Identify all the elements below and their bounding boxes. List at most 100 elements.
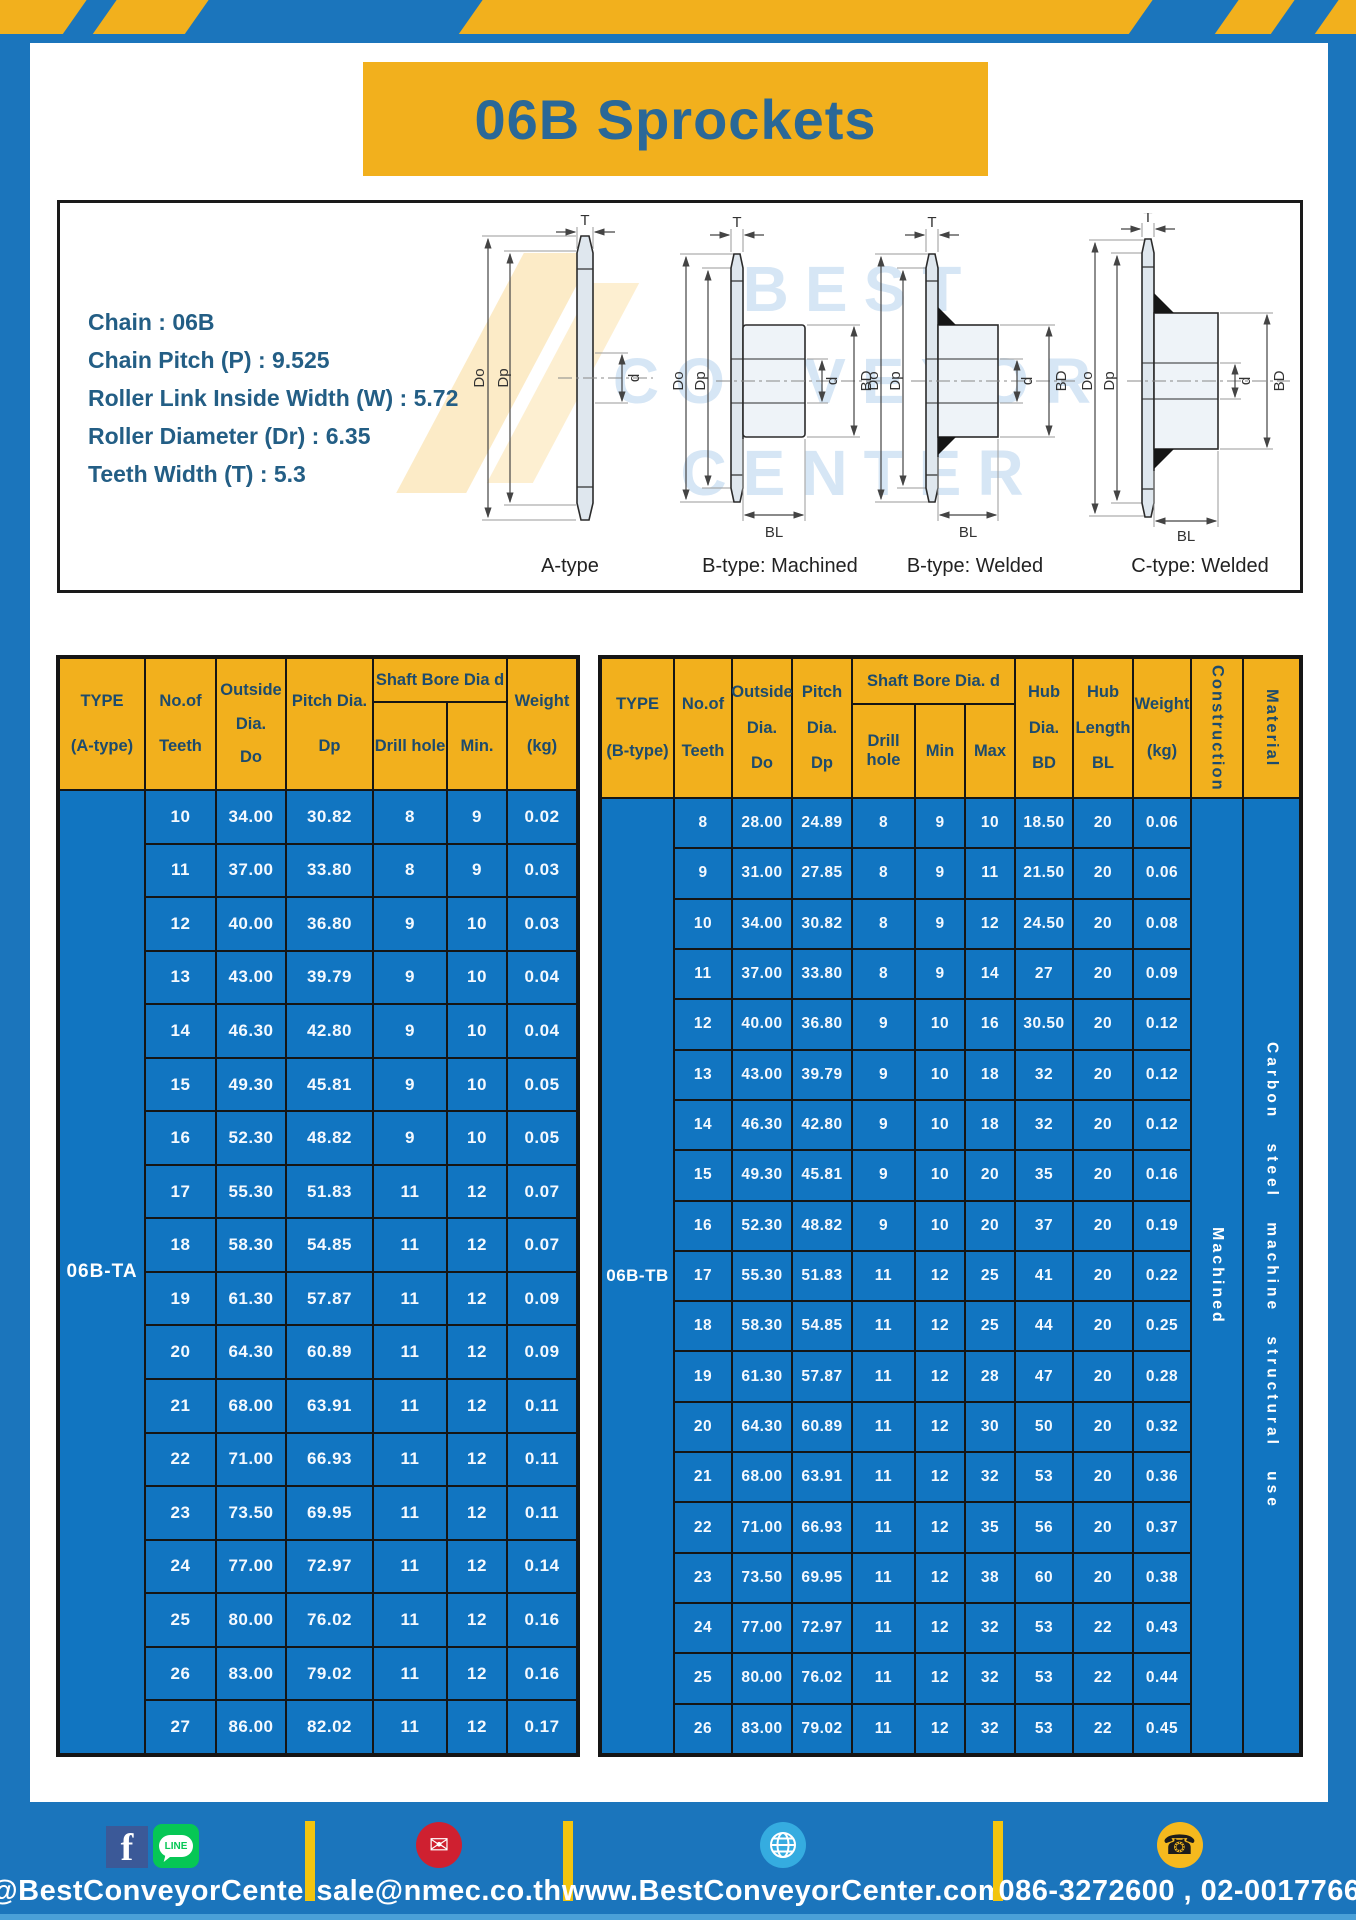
cell-hub-dia: 27 (1015, 948, 1073, 1000)
cell-drill-hole: 11 (852, 1703, 915, 1754)
footer-divider (305, 1821, 315, 1901)
cell-drill-hole: 9 (373, 897, 447, 951)
cell-pitch-dia: 76.02 (792, 1653, 852, 1704)
cell-pitch-dia: 63.91 (792, 1452, 852, 1503)
table-row: 19 61.30 57.87 11 12 28 47 20 0.28 (674, 1351, 1191, 1402)
cell-teeth: 8 (674, 798, 732, 849)
cell-weight: 0.03 (507, 897, 577, 951)
cell-min: 12 (915, 1502, 965, 1553)
cell-outside-dia: 71.00 (732, 1502, 792, 1553)
cell-hub-dia: 32 (1015, 1049, 1073, 1100)
type-label-b-welded: B-type: Welded (906, 555, 1044, 577)
frame-right (1328, 34, 1356, 1802)
cell-weight: 0.07 (507, 1164, 577, 1219)
cell-min: 12 (447, 1539, 507, 1594)
header-weight: Weight (kg) (1133, 658, 1191, 798)
header-outside-dia: Outside Dia. Do (216, 658, 286, 790)
cell-drill-hole: 9 (852, 1049, 915, 1100)
header-pitch-dia: Pitch Dia. Dp (286, 658, 373, 790)
page-title: 06B Sprockets (474, 87, 877, 151)
cell-weight: 0.03 (507, 843, 577, 898)
table-row: 11 37.00 33.80 8 9 14 27 20 0.09 (674, 948, 1191, 1000)
cell-min: 12 (447, 1379, 507, 1433)
cell-drill-hole: 8 (852, 798, 915, 849)
header-construction: Construction (1191, 658, 1243, 798)
cell-drill-hole: 11 (852, 1603, 915, 1654)
dim-label-dp: Dp (887, 371, 904, 390)
type-label-a: A-type (541, 555, 599, 577)
type-cell: 06B-TB (601, 798, 674, 1754)
footer-divider (993, 1821, 1003, 1901)
cell-min: 12 (915, 1301, 965, 1352)
cell-outside-dia: 68.00 (732, 1452, 792, 1503)
cell-pitch-dia: 66.93 (286, 1432, 373, 1487)
cell-weight: 0.09 (1133, 948, 1191, 1000)
cell-teeth: 20 (145, 1325, 216, 1380)
cell-teeth: 25 (145, 1593, 216, 1647)
cell-pitch-dia: 24.89 (792, 798, 852, 849)
cell-hub-length: 22 (1073, 1603, 1133, 1654)
cell-min: 9 (447, 843, 507, 898)
cell-max: 12 (965, 898, 1015, 949)
cell-hub-dia: 35 (1015, 1150, 1073, 1201)
cell-min: 9 (915, 798, 965, 849)
cell-weight: 0.06 (1133, 798, 1191, 849)
line-icon: LINE (153, 1824, 199, 1868)
cell-pitch-dia: 79.02 (792, 1703, 852, 1754)
cell-pitch-dia: 48.82 (792, 1200, 852, 1251)
cell-drill-hole: 11 (852, 1301, 915, 1352)
cell-teeth: 21 (674, 1452, 732, 1503)
table-row: 23 73.50 69.95 11 12 38 60 20 0.38 (674, 1552, 1191, 1603)
cell-min: 10 (915, 1049, 965, 1100)
table-row: 17 55.30 51.83 11 12 0.07 (145, 1164, 577, 1219)
cell-min: 9 (915, 948, 965, 1000)
spec-roller-link-width: Roller Link Inside Width (W) : 5.72 (88, 385, 459, 411)
cell-pitch-dia: 30.82 (792, 898, 852, 949)
cell-hub-length: 20 (1073, 1502, 1133, 1553)
diagram-panel: BEST CONVEYOR CENTER Chain : 06B Chain P… (57, 200, 1303, 593)
cell-outside-dia: 40.00 (732, 999, 792, 1050)
cell-drill-hole: 9 (852, 1099, 915, 1151)
globe-icon (760, 1822, 806, 1868)
cell-hub-dia: 53 (1015, 1452, 1073, 1503)
cell-min: 10 (447, 897, 507, 951)
cell-max: 16 (965, 999, 1015, 1050)
header-max: Max (965, 704, 1015, 798)
cell-drill-hole: 11 (373, 1432, 447, 1487)
email-address: sale@nmec.co.th (316, 1875, 562, 1907)
cell-outside-dia: 34.00 (216, 790, 286, 844)
cell-drill-hole: 11 (852, 1552, 915, 1603)
cell-max: 11 (965, 848, 1015, 899)
cell-weight: 0.12 (1133, 1099, 1191, 1151)
header-hub-dia: Hub Dia. BD (1015, 658, 1073, 798)
type-label-b-machined: B-type: Machined (702, 555, 858, 577)
cell-outside-dia: 83.00 (216, 1646, 286, 1701)
cell-max: 25 (965, 1250, 1015, 1302)
cell-outside-dia: 77.00 (732, 1603, 792, 1654)
cell-hub-length: 20 (1073, 1049, 1133, 1100)
cell-outside-dia: 83.00 (732, 1703, 792, 1754)
cell-pitch-dia: 51.83 (792, 1250, 852, 1302)
header-weight: Weight (kg) (507, 658, 577, 790)
dim-label-do: Do (471, 368, 488, 387)
cell-min: 12 (915, 1351, 965, 1402)
cell-pitch-dia: 76.02 (286, 1593, 373, 1647)
cell-hub-dia: 53 (1015, 1653, 1073, 1704)
cell-drill-hole: 11 (373, 1593, 447, 1647)
cell-outside-dia: 49.30 (732, 1150, 792, 1201)
cell-weight: 0.12 (1133, 1049, 1191, 1100)
cell-drill-hole: 11 (852, 1250, 915, 1302)
cell-pitch-dia: 33.80 (286, 843, 373, 898)
footer-divider (563, 1821, 573, 1901)
cell-drill-hole: 9 (373, 1004, 447, 1058)
cell-hub-dia: 37 (1015, 1200, 1073, 1251)
cell-teeth: 10 (145, 790, 216, 844)
cell-max: 20 (965, 1200, 1015, 1251)
cell-outside-dia: 86.00 (216, 1700, 286, 1754)
cell-teeth: 9 (674, 848, 732, 899)
cell-hub-length: 22 (1073, 1703, 1133, 1754)
cell-min: 10 (447, 950, 507, 1005)
type-label-c-welded: C-type: Welded (1131, 555, 1269, 577)
cell-teeth: 16 (674, 1200, 732, 1251)
cell-outside-dia: 40.00 (216, 897, 286, 951)
